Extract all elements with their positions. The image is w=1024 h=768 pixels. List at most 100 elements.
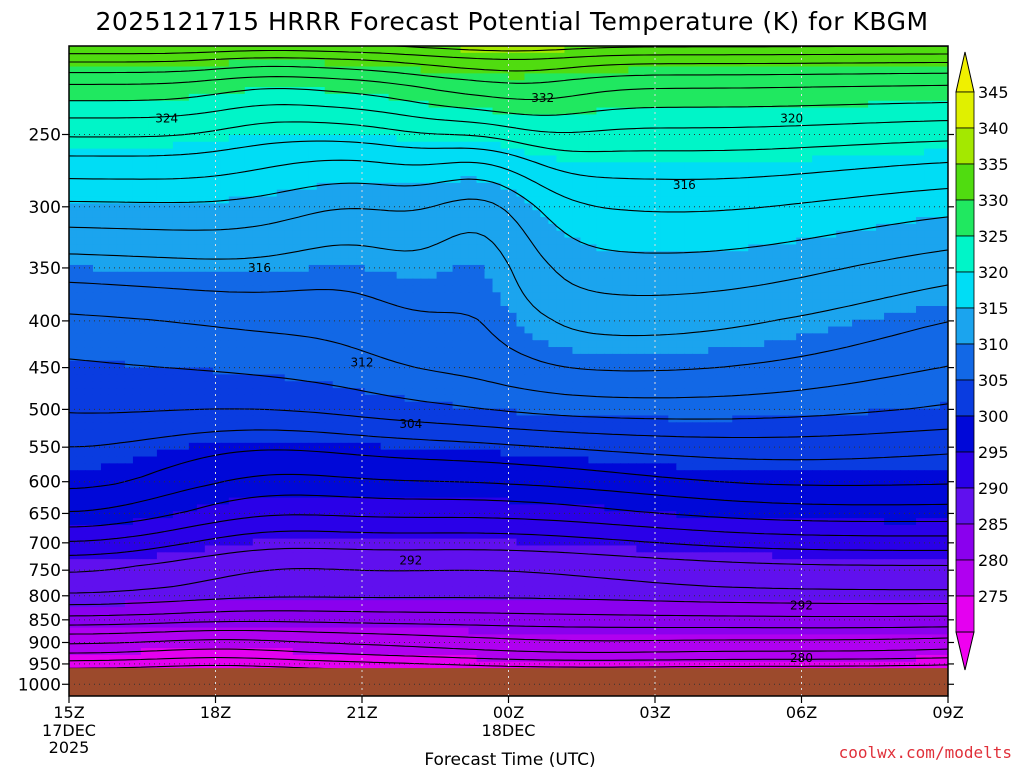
contour-294 xyxy=(69,547,948,573)
contour-338 xyxy=(69,49,948,60)
contour-314 xyxy=(69,281,948,372)
contour-306 xyxy=(69,429,948,461)
colorbar-label-285: 285 xyxy=(978,515,1009,534)
colorbar-label-275: 275 xyxy=(978,587,1009,606)
contour-322 xyxy=(69,159,948,213)
contour-label-332: 332 xyxy=(531,91,554,105)
contour-328 xyxy=(69,104,948,134)
contour-308 xyxy=(69,408,948,439)
colorbar-band-290 xyxy=(955,487,975,525)
colorbar-band-315 xyxy=(955,307,975,345)
vertical-grid-lines xyxy=(215,46,802,696)
shaded-field xyxy=(69,46,948,696)
colorbar-band-300 xyxy=(955,415,975,453)
colorbar-label-290: 290 xyxy=(978,479,1009,498)
y-tick-label-900: 900 xyxy=(29,633,61,653)
colorbar-label-280: 280 xyxy=(978,551,1009,570)
y-tick-label-850: 850 xyxy=(29,611,61,631)
contour-label-324: 324 xyxy=(155,111,178,125)
colorbar-band-320 xyxy=(955,271,975,309)
plot-area: 324 332 320 316 316 312 304 292 292 280 xyxy=(69,46,948,696)
contour-312 xyxy=(69,313,948,399)
colorbar-label-315: 315 xyxy=(978,299,1009,318)
x-axis-label: Forecast Time (UTC) xyxy=(424,750,595,768)
contour-332 xyxy=(69,76,948,101)
y-tick-label-400: 400 xyxy=(29,312,61,332)
colorbar-band-335 xyxy=(955,163,975,201)
x-tick-label-03Z: 03Z xyxy=(639,703,670,722)
colorbar-label-320: 320 xyxy=(978,263,1009,282)
contour-334 xyxy=(69,65,948,84)
contour-label-280: 280 xyxy=(790,651,813,665)
colorbar-band-285 xyxy=(955,523,975,561)
y-tick-label-350: 350 xyxy=(29,259,61,279)
x-tick-label-00Z: 00Z xyxy=(493,703,524,722)
colorbar-band-340 xyxy=(955,127,975,165)
y-tick-label-300: 300 xyxy=(29,198,61,218)
contour-280 xyxy=(69,648,948,661)
contour-282 xyxy=(69,639,948,653)
axes: 2503003504004505005506006507007508008509… xyxy=(18,45,964,757)
y-tick-label-600: 600 xyxy=(29,473,61,493)
x-tick-label-18Z: 18Z xyxy=(200,703,231,722)
chart-title: 2025121715 HRRR Forecast Potential Tempe… xyxy=(95,7,928,36)
y-tick-label-450: 450 xyxy=(29,359,61,379)
colorbar-band-295 xyxy=(955,451,975,489)
contour-label-320: 320 xyxy=(780,111,803,125)
y-tick-label-550: 550 xyxy=(29,438,61,458)
contour-310 xyxy=(69,358,948,420)
colorbar-band-310 xyxy=(955,343,975,381)
contour-290 xyxy=(69,596,948,606)
y-tick-label-250: 250 xyxy=(29,125,61,145)
y-tick-label-950: 950 xyxy=(29,655,61,675)
contour-298 xyxy=(69,514,948,542)
contour-336 xyxy=(69,57,948,72)
colorbar-label-340: 340 xyxy=(978,119,1009,138)
contour-304 xyxy=(69,449,948,490)
contour-300 xyxy=(69,494,948,528)
x-tick-label-06Z: 06Z xyxy=(786,703,817,722)
contour-320 xyxy=(69,178,948,254)
colorbar-band-280 xyxy=(955,559,975,597)
colorbar: 345 340 335 330 325 320 315 310 305 300 295 290 285 2… xyxy=(955,51,1009,671)
colorbar-label-345: 345 xyxy=(978,83,1009,102)
colorbar-under-arrow xyxy=(955,631,975,671)
contour-278 xyxy=(69,657,948,668)
x-tick-sublabel-18DEC: 18DEC xyxy=(482,721,536,740)
contour-label-312: 312 xyxy=(351,355,374,369)
y-tick-label-650: 650 xyxy=(29,504,61,524)
x-tick-label-21Z: 21Z xyxy=(346,703,377,722)
colorbar-label-295: 295 xyxy=(978,443,1009,462)
contour-label-304: 304 xyxy=(399,417,422,431)
colorbar-label-310: 310 xyxy=(978,335,1009,354)
x-tick-sublabel-2025: 2025 xyxy=(49,738,90,757)
colorbar-label-335: 335 xyxy=(978,155,1009,174)
colorbar-label-330: 330 xyxy=(978,191,1009,210)
contour-302 xyxy=(69,473,948,513)
colorbar-band-345 xyxy=(955,91,975,129)
colorbar-band-330 xyxy=(955,199,975,237)
contour-284 xyxy=(69,629,948,642)
contour-330 xyxy=(69,88,948,116)
colorbar-over-arrow xyxy=(955,51,975,93)
contour-292 xyxy=(69,568,948,594)
colorbar-band-275 xyxy=(955,595,975,633)
contour-324 xyxy=(69,140,948,180)
contour-286 xyxy=(69,620,948,629)
x-tick-sublabel-17DEC: 17DEC xyxy=(42,721,96,740)
colorbar-label-305: 305 xyxy=(978,371,1009,390)
y-tick-label-500: 500 xyxy=(29,400,61,420)
colorbar-band-305 xyxy=(955,379,975,417)
colorbar-label-300: 300 xyxy=(978,407,1009,426)
y-tick-label-800: 800 xyxy=(29,587,61,607)
contour-288 xyxy=(69,610,948,618)
contour-label-292: 292 xyxy=(399,554,422,568)
contour-326 xyxy=(69,121,948,153)
x-tick-label-15Z: 15Z xyxy=(53,703,84,722)
colorbar-label-325: 325 xyxy=(978,227,1009,246)
contour-316 xyxy=(69,231,948,337)
contour-318 xyxy=(69,198,948,297)
credit-text: coolwx.com/modelts xyxy=(839,743,1012,762)
contour-label-316: 316 xyxy=(248,261,271,275)
